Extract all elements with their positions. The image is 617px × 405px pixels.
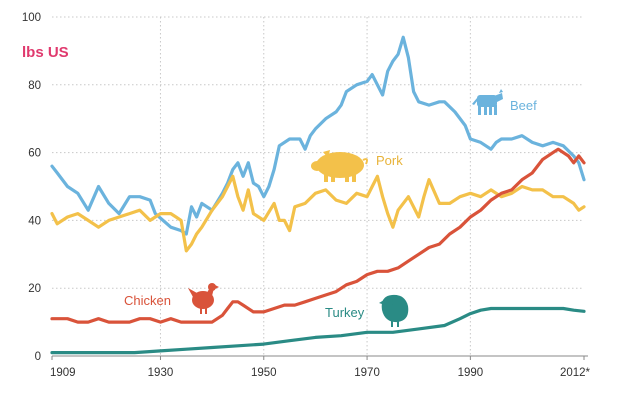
gridlines (52, 16, 584, 356)
series-labels: Beef Pork Chicken Turkey (124, 98, 537, 320)
pork-label: Pork (376, 153, 403, 168)
x-tick-label: 1970 (354, 367, 380, 379)
x-tick-label: 1909 (50, 367, 76, 379)
turkey-label: Turkey (325, 305, 365, 320)
y-tick-label: 100 (22, 12, 41, 24)
x-tick-label: 1950 (251, 367, 277, 379)
cow-icon (472, 89, 503, 115)
beef-line (50, 35, 586, 236)
x-tick-label: 1990 (458, 367, 484, 379)
y-tick-label: 40 (28, 215, 41, 227)
hen-icon (188, 283, 219, 314)
pork-line (50, 174, 586, 253)
turkey-icon (379, 294, 409, 327)
turkey-line (50, 306, 586, 355)
unit-label: lbs US (22, 44, 69, 61)
y-tick-label: 80 (28, 80, 41, 92)
x-tick-label: 1930 (148, 367, 174, 379)
x-tick-label: 2012* (560, 367, 591, 379)
pig-icon (311, 150, 368, 182)
y-tick-label: 20 (28, 283, 41, 295)
beef-label: Beef (510, 98, 537, 113)
y-tick-label: 60 (28, 148, 41, 160)
series-lines (50, 35, 586, 355)
y-tick-label: 0 (35, 351, 41, 363)
chicken-line (50, 147, 586, 324)
y-tick-labels: 0 20 40 60 80 100 (22, 12, 41, 363)
chicken-label: Chicken (124, 293, 171, 308)
x-tick-labels: 1909 1930 1950 1970 1990 2012* (50, 356, 591, 379)
